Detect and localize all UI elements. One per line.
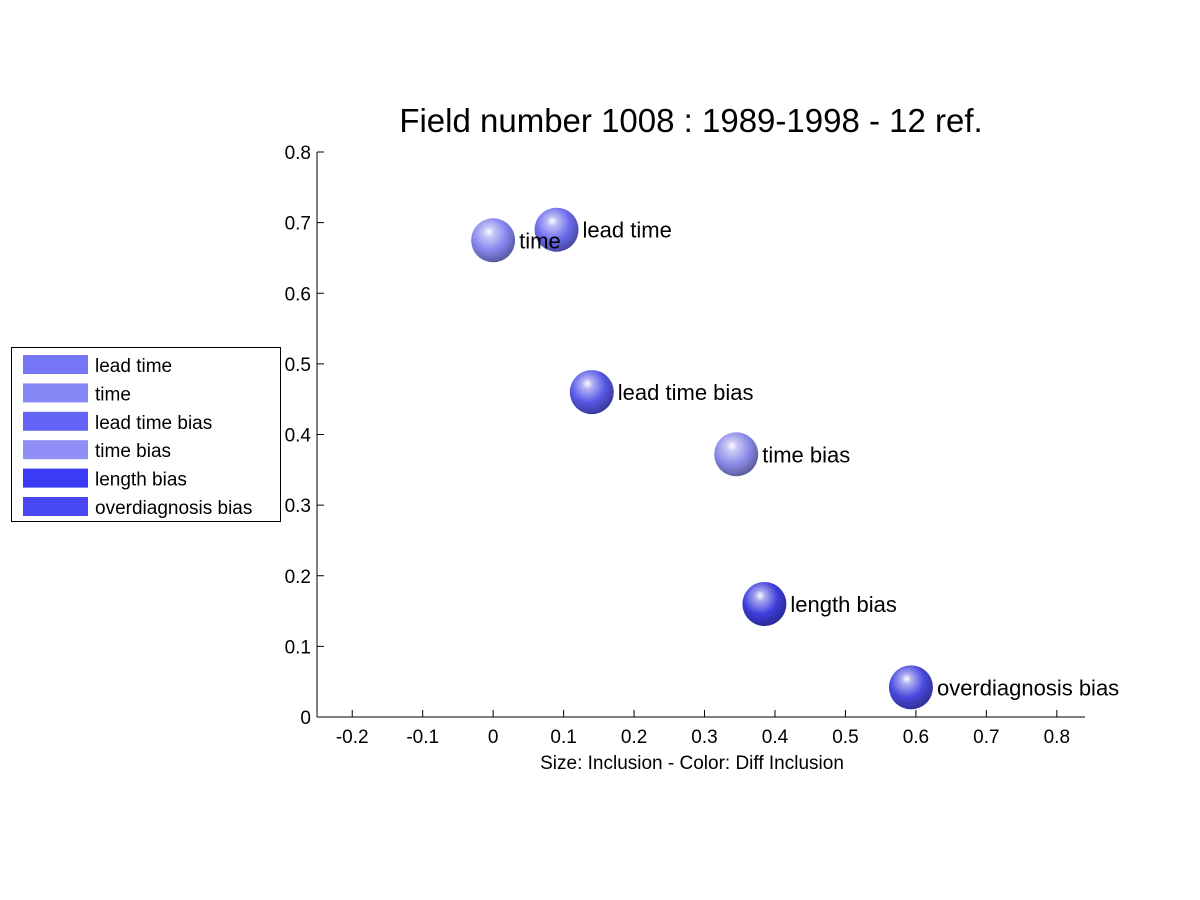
- y-tick-label: 0.4: [285, 426, 312, 447]
- data-point-label: length bias: [790, 592, 896, 617]
- x-tick-label: 0.8: [1044, 727, 1070, 748]
- data-point-label: overdiagnosis bias: [937, 675, 1119, 700]
- data-point: [888, 665, 933, 710]
- x-tick-label: -0.2: [336, 727, 369, 748]
- y-tick-label: 0: [300, 708, 311, 729]
- data-point-label: time bias: [762, 442, 850, 467]
- legend-entry-label: time: [95, 384, 131, 405]
- legend-entry-label: overdiagnosis bias: [95, 498, 252, 519]
- data-point: [714, 432, 759, 477]
- x-tick-label: 0.1: [550, 727, 576, 748]
- legend-swatch: [23, 497, 88, 516]
- data-point: [471, 218, 516, 263]
- y-tick-label: 0.5: [285, 355, 311, 376]
- data-point-label: lead time: [583, 218, 672, 243]
- data-point: [569, 370, 614, 415]
- y-tick-label: 0.8: [285, 143, 311, 164]
- axes: -0.2 -0.1 0 0.1 0.2 0.3 0.4 0.5 0.6 0.7 0.8 0 0.1 0.2…: [285, 143, 1085, 748]
- x-tick-label: 0.6: [903, 727, 929, 748]
- legend-swatch: [23, 355, 88, 374]
- legend-entry-label: time bias: [95, 441, 171, 462]
- data-point: [742, 582, 787, 626]
- y-tick-label: 0.1: [285, 637, 311, 658]
- legend: lead time time lead time bias time bias leng…: [11, 347, 281, 522]
- chart-title: Field number 1008 : 1989-1998 - 12 ref.: [399, 102, 982, 139]
- x-tick-label: 0: [488, 727, 499, 748]
- y-tick-label: 0.3: [285, 496, 311, 517]
- data-point-label: lead time bias: [618, 380, 754, 405]
- legend-swatch: [23, 411, 88, 431]
- y-tick-label: 0.7: [285, 214, 311, 235]
- x-tick-label: 0.7: [973, 727, 999, 748]
- x-tick-label: 0.4: [762, 727, 789, 748]
- data-point: [534, 207, 579, 252]
- y-tick-label: 0.2: [285, 567, 311, 588]
- x-tick-label: 0.3: [691, 727, 717, 748]
- y-tick-label: 0.6: [285, 284, 311, 305]
- legend-swatch: [23, 383, 88, 403]
- legend-entry-label: lead time: [95, 356, 172, 377]
- x-tick-label: 0.5: [832, 727, 858, 748]
- legend-box: [11, 347, 281, 522]
- data-points: lead time time lead time bias time bias leng…: [471, 207, 1119, 710]
- x-tick-label: 0.2: [621, 727, 647, 748]
- x-axis-label: Size: Inclusion - Color: Diff Inclusion: [540, 753, 844, 774]
- legend-entry-label: length bias: [95, 470, 187, 491]
- x-tick-label: -0.1: [406, 727, 439, 748]
- legend-swatch: [23, 440, 88, 460]
- legend-swatch: [23, 468, 88, 488]
- legend-entry-label: lead time bias: [95, 413, 212, 434]
- data-point-label: time: [519, 228, 561, 253]
